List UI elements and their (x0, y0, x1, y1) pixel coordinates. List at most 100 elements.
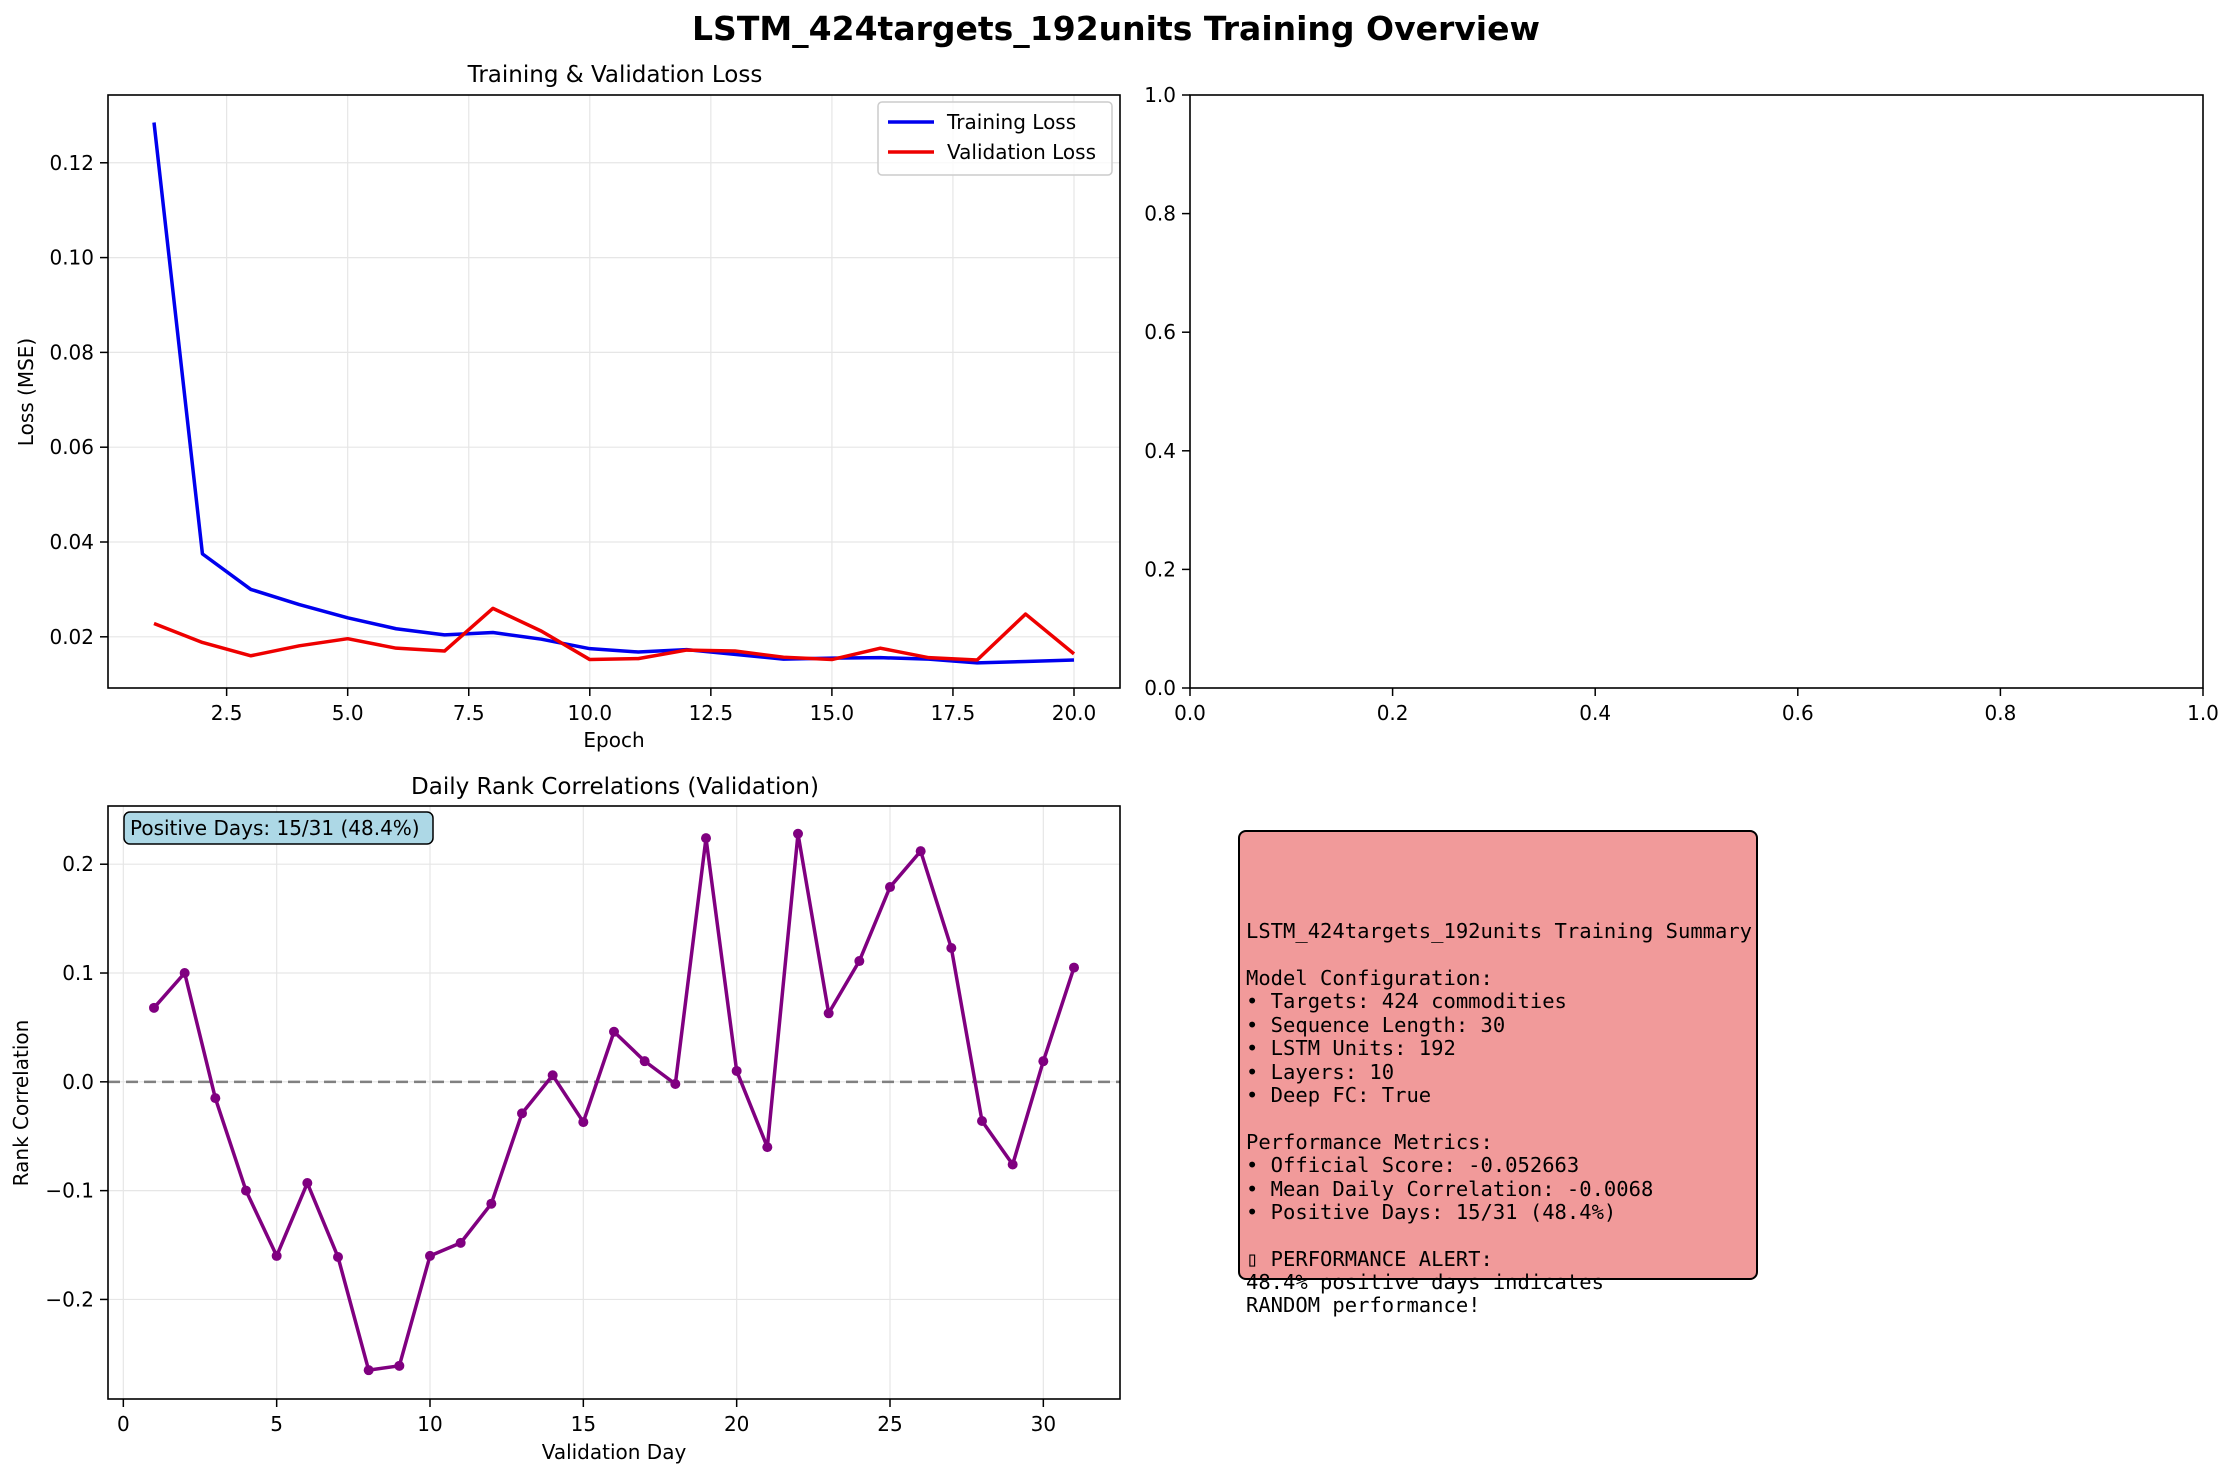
correlation-point (394, 1360, 405, 1371)
empty-x-tick-label: 0.8 (1984, 701, 2016, 725)
correlation-chart-title: Daily Rank Correlations (Validation) (411, 774, 819, 800)
correlation-point (578, 1117, 589, 1128)
correlation-point (179, 968, 190, 979)
correlation-x-tick-label: 10 (417, 1412, 442, 1436)
correlation-point (486, 1198, 497, 1209)
validation-loss-line (153, 606, 1076, 662)
training-loss-line (152, 122, 1075, 665)
correlation-point (149, 1002, 159, 1013)
loss-legend: Training Loss Validation Loss (877, 101, 1113, 176)
correlation-y-ticks: −0.2 −0.1 0.0 0.1 0.2 (45, 852, 108, 1311)
summary-line: • LSTM Units: 192 (1246, 1036, 1456, 1061)
correlation-point (517, 1108, 527, 1119)
correlation-x-tick-label: 25 (877, 1412, 902, 1436)
loss-x-tick-label: 12.5 (689, 701, 734, 725)
correlation-point (1038, 1056, 1049, 1067)
correlation-line (149, 828, 1079, 1376)
summary-line (1246, 1224, 1750, 1247)
summary-line: LSTM_424targets_192units Training Summar… (1246, 919, 1753, 944)
empty-x-tick-label: 0.4 (1579, 701, 1611, 725)
correlation-point (854, 956, 865, 967)
loss-y-ticks: 0.02 0.04 0.06 0.08 0.10 0.12 (49, 151, 108, 649)
correlation-y-tick-label: 0.1 (62, 961, 94, 985)
loss-y-tick-label: 0.02 (49, 625, 94, 649)
correlation-x-tick-label: 0 (117, 1412, 130, 1436)
correlation-point (302, 1178, 313, 1189)
empty-x-tick-label: 0.6 (1782, 701, 1814, 725)
legend-frame (877, 101, 1113, 176)
correlation-x-tick-label: 30 (1031, 1412, 1056, 1436)
empty-y-tick-label: 0.2 (1144, 557, 1176, 581)
empty-y-tick-label: 1.0 (1144, 83, 1176, 107)
loss-y-tick-label: 0.04 (49, 530, 94, 554)
correlation-x-tick-label: 15 (571, 1412, 596, 1436)
empty-chart-panel: 0.0 0.2 0.4 0.6 0.8 1.0 0.0 0.2 0.4 0.6 0.8 1.0 (1144, 83, 2219, 725)
correlation-point (946, 942, 957, 953)
correlation-point (885, 882, 895, 893)
loss-chart-title: Training & Validation Loss (467, 62, 763, 88)
summary-line (1246, 897, 1750, 920)
loss-grid (108, 95, 1120, 688)
empty-y-tick-label: 0.0 (1144, 676, 1176, 700)
correlation-point (1069, 962, 1079, 973)
legend-label-validation: Validation Loss (947, 140, 1096, 164)
loss-x-tick-label: 20.0 (1052, 701, 1097, 725)
loss-y-tick-label: 0.10 (49, 246, 94, 270)
correlation-y-axis-label: Rank Correlation (9, 1020, 33, 1187)
correlation-point (271, 1250, 282, 1261)
legend-label-training: Training Loss (946, 110, 1076, 134)
loss-plot-frame (107, 94, 1121, 689)
loss-x-tick-label: 2.5 (211, 701, 243, 725)
loss-lines (152, 122, 1076, 665)
correlation-y-tick-label: −0.2 (45, 1287, 94, 1311)
summary-line: • Positive Days: 15/31 (48.4%) (1246, 1199, 1617, 1224)
empty-x-ticks: 0.0 0.2 0.4 0.6 0.8 1.0 (1174, 688, 2219, 725)
loss-x-axis-label: Epoch (583, 728, 644, 752)
correlation-point (823, 1008, 834, 1019)
correlation-point (1007, 1159, 1018, 1170)
correlation-point (609, 1026, 619, 1037)
correlation-y-tick-label: −0.1 (45, 1179, 94, 1203)
positive-days-annotation: Positive Days: 15/31 (48.4%) (130, 816, 420, 840)
correlation-point (363, 1365, 374, 1376)
loss-x-ticks: 2.5 5.0 7.5 10.0 12.5 15.0 17.5 20.0 (211, 688, 1097, 725)
summary-line: Performance Metrics: (1246, 1129, 1493, 1154)
empty-x-tick-label: 0.0 (1174, 701, 1206, 725)
summary-line (1246, 944, 1750, 967)
correlation-plot-frame (107, 805, 1121, 1400)
loss-y-tick-label: 0.08 (49, 340, 94, 364)
correlation-point (670, 1079, 681, 1090)
correlation-y-tick-label: 0.2 (62, 852, 94, 876)
loss-y-tick-label: 0.12 (49, 151, 94, 175)
correlation-point (915, 846, 926, 857)
loss-x-tick-label: 5.0 (332, 701, 364, 725)
correlation-point (210, 1093, 221, 1104)
loss-chart-panel: Training & Validation Loss 2.5 5.0 7.5 10.0… (14, 62, 1121, 752)
empty-y-tick-label: 0.4 (1144, 439, 1176, 463)
correlation-point (455, 1237, 466, 1248)
summary-line: • Mean Daily Correlation: -0.0068 (1246, 1176, 1654, 1201)
loss-x-tick-label: 17.5 (931, 701, 976, 725)
correlation-point (701, 833, 711, 844)
correlation-x-axis-label: Validation Day (542, 1440, 687, 1464)
correlation-x-ticks: 0 5 10 15 20 25 30 (117, 1399, 1056, 1436)
correlation-point (425, 1250, 435, 1261)
correlation-point (241, 1185, 251, 1196)
summary-line: • Official Score: -0.052663 (1246, 1153, 1580, 1178)
empty-y-tick-label: 0.6 (1144, 320, 1176, 344)
loss-y-tick-label: 0.06 (49, 435, 94, 459)
summary-line: Model Configuration: (1246, 965, 1493, 990)
correlation-point (762, 1142, 773, 1153)
correlation-x-tick-label: 20 (724, 1412, 749, 1436)
empty-x-tick-label: 0.2 (1377, 701, 1409, 725)
loss-x-tick-label: 10.0 (568, 701, 613, 725)
loss-x-tick-label: 7.5 (453, 701, 485, 725)
summary-lines: LSTM_424targets_192units Training Summar… (1246, 897, 1753, 1318)
loss-x-tick-label: 15.0 (810, 701, 855, 725)
summary-line: • Layers: 10 (1246, 1059, 1395, 1084)
rank-correlation-line (152, 831, 1076, 1372)
correlation-point (333, 1252, 343, 1263)
training-summary-box: LSTM_424targets_192units Training Summar… (1238, 830, 1758, 1317)
loss-y-axis-label: Loss (MSE) (14, 338, 38, 446)
